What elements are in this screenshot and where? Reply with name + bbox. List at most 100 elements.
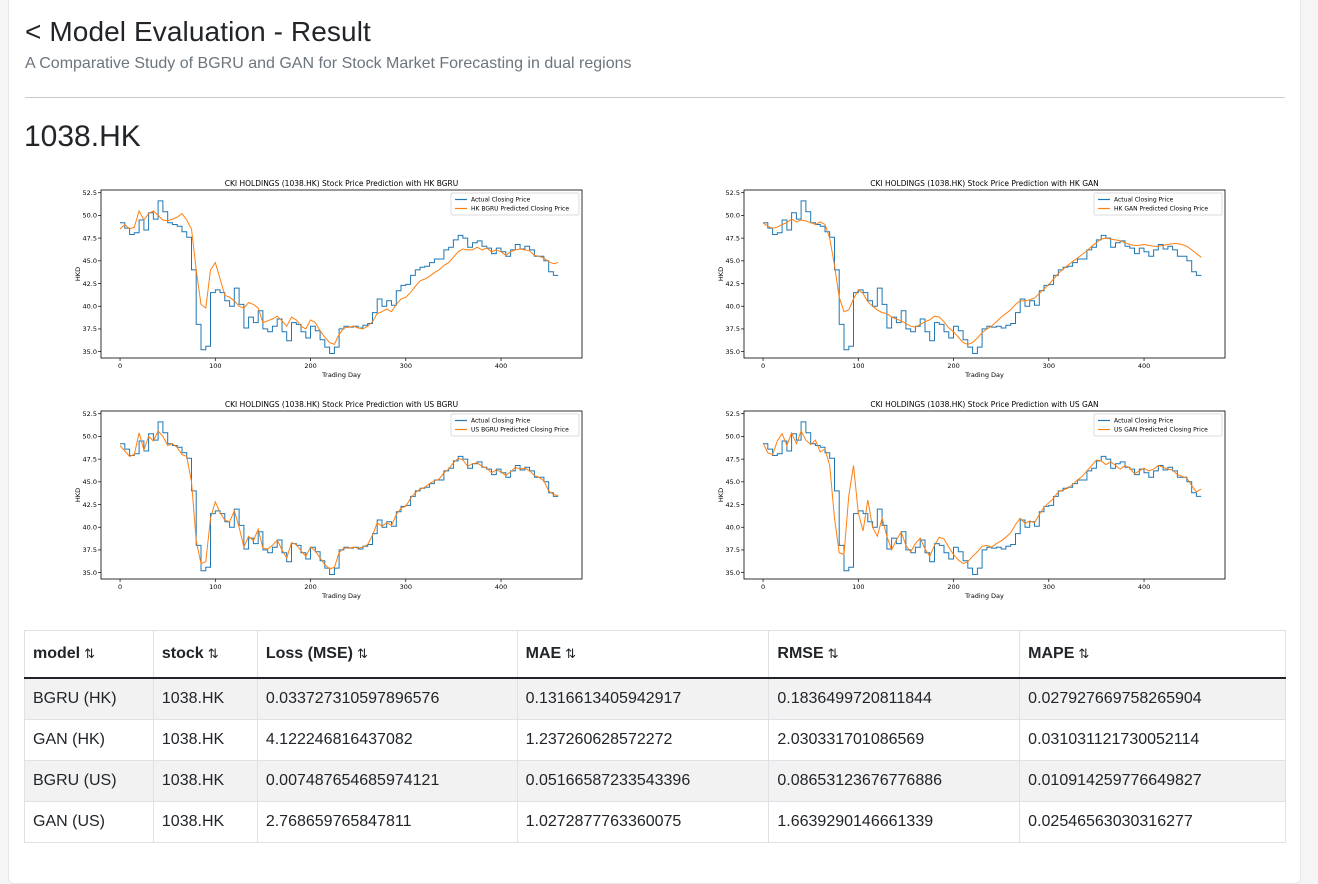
chart-us-gan: CKI HOLDINGS (1038.HK) Stock Price Predi… bbox=[713, 397, 1228, 607]
page-title: < Model Evaluation - Result bbox=[25, 16, 371, 48]
series-line-actual bbox=[763, 200, 1202, 354]
legend-label: Actual Closing Price bbox=[1114, 418, 1173, 425]
cell-stock: 1038.HK bbox=[152, 760, 258, 802]
x-tick-label: 400 bbox=[495, 583, 507, 591]
page-subtitle: A Comparative Study of BGRU and GAN for … bbox=[25, 55, 632, 72]
legend-box bbox=[1093, 413, 1223, 437]
y-tick-label: 35.0 bbox=[83, 569, 97, 577]
y-tick-label: 47.5 bbox=[83, 234, 97, 242]
x-tick-label: 200 bbox=[304, 362, 316, 370]
sort-icon[interactable]: ⇅ bbox=[827, 646, 839, 661]
y-axis-label: HKD bbox=[74, 267, 82, 281]
cell-model: BGRU (HK) bbox=[24, 677, 154, 720]
x-tick-label: 400 bbox=[1138, 583, 1150, 591]
cell-rmse: 0.08653123676776886 bbox=[768, 760, 1021, 802]
y-tick-label: 42.5 bbox=[726, 280, 740, 288]
x-tick-label: 0 bbox=[761, 362, 765, 370]
cell-mape: 0.031031121730052114 bbox=[1019, 719, 1286, 761]
y-tick-label: 40.0 bbox=[726, 303, 740, 311]
table-row: BGRU (HK) 1038.HK 0.033727310597896576 0… bbox=[24, 677, 1286, 720]
series-line-actual bbox=[763, 421, 1202, 575]
series-line-predicted bbox=[119, 430, 559, 570]
y-tick-label: 47.5 bbox=[726, 455, 740, 463]
x-tick-label: 200 bbox=[304, 583, 316, 591]
chart-hk-bgru: CKI HOLDINGS (1038.HK) Stock Price Predi… bbox=[70, 176, 585, 386]
x-tick-label: 100 bbox=[852, 583, 864, 591]
legend-label: US GAN Predicted Closing Price bbox=[1114, 427, 1208, 434]
legend-label: HK GAN Predicted Closing Price bbox=[1114, 206, 1208, 213]
y-axis-label: HKD bbox=[74, 488, 82, 502]
x-axis-label: Trading Day bbox=[321, 592, 361, 600]
back-button[interactable]: < bbox=[25, 16, 42, 47]
y-tick-label: 37.5 bbox=[83, 325, 97, 333]
legend-box bbox=[450, 192, 580, 216]
x-tick-label: 200 bbox=[947, 362, 959, 370]
sort-icon[interactable]: ⇅ bbox=[1078, 646, 1090, 661]
cell-rmse: 1.6639290146661339 bbox=[768, 801, 1021, 843]
y-tick-label: 45.0 bbox=[83, 257, 97, 265]
column-header-rmse[interactable]: RMSE ⇅ bbox=[768, 630, 1021, 679]
cell-mae: 1.237260628572272 bbox=[516, 719, 770, 761]
column-header-stock[interactable]: stock ⇅ bbox=[152, 630, 258, 679]
plot-frame bbox=[100, 189, 583, 359]
sort-icon[interactable]: ⇅ bbox=[356, 646, 368, 661]
y-tick-label: 37.5 bbox=[726, 546, 740, 554]
chart-hk-gan: CKI HOLDINGS (1038.HK) Stock Price Predi… bbox=[713, 176, 1228, 386]
cell-mae: 1.0272877763360075 bbox=[516, 801, 770, 843]
y-tick-label: 42.5 bbox=[83, 501, 97, 509]
y-axis-label: HKD bbox=[717, 488, 725, 502]
sort-icon[interactable]: ⇅ bbox=[565, 646, 577, 661]
y-axis-label: HKD bbox=[717, 267, 725, 281]
y-tick-label: 40.0 bbox=[83, 524, 97, 532]
legend-label: Actual Closing Price bbox=[471, 418, 530, 425]
legend-label: HK BGRU Predicted Closing Price bbox=[471, 206, 569, 213]
table-row: BGRU (US) 1038.HK 0.007487654685974121 0… bbox=[24, 760, 1286, 802]
y-tick-label: 47.5 bbox=[83, 455, 97, 463]
series-line-predicted bbox=[762, 429, 1202, 565]
y-tick-label: 35.0 bbox=[726, 348, 740, 356]
cell-mape: 0.027927669758265904 bbox=[1019, 677, 1286, 720]
chart-us-bgru: CKI HOLDINGS (1038.HK) Stock Price Predi… bbox=[70, 397, 585, 607]
results-table: model ⇅ stock ⇅ Loss (MSE) ⇅ MAE ⇅ RMSE ⇅ MAP… bbox=[24, 630, 1286, 843]
x-tick-label: 300 bbox=[1043, 362, 1055, 370]
sort-icon[interactable]: ⇅ bbox=[207, 646, 219, 661]
y-tick-label: 35.0 bbox=[726, 569, 740, 577]
x-tick-label: 100 bbox=[209, 362, 221, 370]
column-header-loss-mse[interactable]: Loss (MSE) ⇅ bbox=[256, 630, 518, 679]
cell-mae: 0.1316613405942917 bbox=[516, 677, 770, 720]
column-header-mape[interactable]: MAPE ⇅ bbox=[1019, 630, 1286, 679]
cell-rmse: 2.030331701086569 bbox=[768, 719, 1021, 761]
chart-title: CKI HOLDINGS (1038.HK) Stock Price Predi… bbox=[225, 400, 458, 409]
chart-title: CKI HOLDINGS (1038.HK) Stock Price Predi… bbox=[870, 179, 1099, 188]
stock-heading: 1038.HK bbox=[24, 120, 141, 153]
cell-stock: 1038.HK bbox=[152, 719, 258, 761]
cell-loss-mse: 0.007487654685974121 bbox=[256, 760, 518, 802]
column-header-mae[interactable]: MAE ⇅ bbox=[516, 630, 770, 679]
legend-label: Actual Closing Price bbox=[1114, 197, 1173, 204]
y-tick-label: 50.0 bbox=[726, 212, 740, 220]
legend-label: US BGRU Predicted Closing Price bbox=[471, 427, 569, 434]
cell-model: BGRU (US) bbox=[24, 760, 154, 802]
y-tick-label: 45.0 bbox=[726, 478, 740, 486]
x-axis-label: Trading Day bbox=[964, 371, 1004, 379]
x-tick-label: 300 bbox=[400, 362, 412, 370]
table-header-row: model ⇅ stock ⇅ Loss (MSE) ⇅ MAE ⇅ RMSE ⇅ MAP… bbox=[24, 630, 1286, 679]
sort-icon[interactable]: ⇅ bbox=[84, 646, 96, 661]
y-tick-label: 50.0 bbox=[726, 433, 740, 441]
y-tick-label: 52.5 bbox=[83, 189, 97, 197]
cell-stock: 1038.HK bbox=[152, 801, 258, 843]
chart-title: CKI HOLDINGS (1038.HK) Stock Price Predi… bbox=[225, 179, 459, 188]
x-tick-label: 200 bbox=[947, 583, 959, 591]
column-header-model[interactable]: model ⇅ bbox=[24, 630, 154, 679]
plot-frame bbox=[743, 410, 1226, 580]
series-line-actual bbox=[120, 200, 559, 354]
legend-label: Actual Closing Price bbox=[471, 197, 530, 204]
line-chart: CKI HOLDINGS (1038.HK) Stock Price Predi… bbox=[717, 179, 1226, 379]
y-tick-label: 37.5 bbox=[726, 325, 740, 333]
x-tick-label: 100 bbox=[852, 362, 864, 370]
x-tick-label: 0 bbox=[118, 583, 122, 591]
x-tick-label: 400 bbox=[1138, 362, 1150, 370]
y-tick-label: 40.0 bbox=[726, 524, 740, 532]
cell-mape: 0.010914259776649827 bbox=[1019, 760, 1286, 802]
plot-frame bbox=[743, 189, 1226, 359]
